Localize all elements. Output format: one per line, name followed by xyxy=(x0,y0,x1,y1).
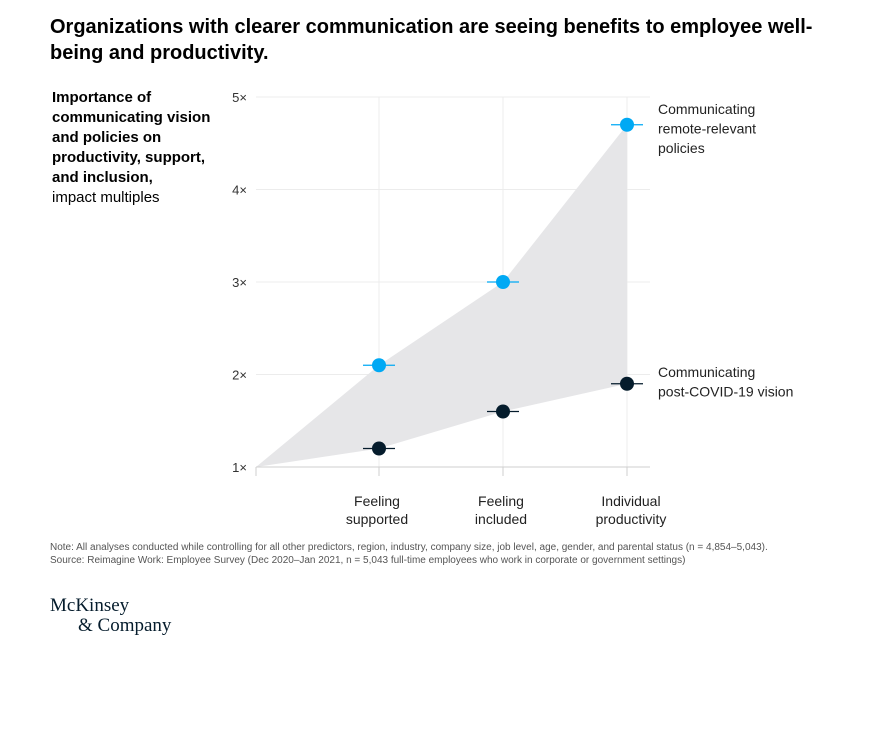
series-label: remote-relevant xyxy=(658,121,756,137)
y-axis-label-unit: impact multiples xyxy=(52,189,160,206)
mckinsey-logo: McKinsey & Company xyxy=(50,596,171,636)
data-point xyxy=(620,117,634,132)
data-point xyxy=(620,376,634,391)
chart-title: Organizations with clearer communication… xyxy=(50,16,813,64)
shaded-range-area xyxy=(256,124,627,467)
data-point xyxy=(496,275,510,289)
x-category-label: productivity xyxy=(596,511,667,527)
series-label: Communicating xyxy=(658,101,755,117)
series-label: post-COVID-19 vision xyxy=(658,384,793,400)
y-tick-label: 1× xyxy=(232,460,247,475)
series-label: policies xyxy=(658,140,705,156)
x-category-label: included xyxy=(475,511,527,527)
y-tick-label: 3× xyxy=(232,275,247,290)
note-text: Note: All analyses conducted while contr… xyxy=(50,542,768,553)
source-text: Source: Reimagine Work: Employee Survey … xyxy=(50,555,686,566)
x-category-label: Feeling xyxy=(354,493,400,509)
y-axis-label: Importance of communicating vision and p… xyxy=(52,88,212,208)
x-category-label: Feeling xyxy=(478,493,524,509)
series-label: Communicating xyxy=(658,364,755,380)
logo-line-1: McKinsey xyxy=(50,595,130,616)
chart-plot: 1× 2× 3× 4× 5× Feeling supported Feeling include… xyxy=(232,90,793,527)
footnotes: Note: All analyses conducted while contr… xyxy=(50,541,870,567)
y-axis-label-main: Importance of communicating vision and p… xyxy=(52,89,211,186)
data-point xyxy=(372,358,386,373)
y-tick-label: 5× xyxy=(232,90,247,105)
x-category-label: supported xyxy=(346,511,408,527)
data-point xyxy=(372,441,386,456)
data-point xyxy=(496,404,510,419)
y-tick-label: 4× xyxy=(232,183,247,198)
y-tick-label: 2× xyxy=(232,368,247,383)
logo-line-2: & Company xyxy=(78,615,172,636)
x-category-label: Individual xyxy=(601,493,660,509)
